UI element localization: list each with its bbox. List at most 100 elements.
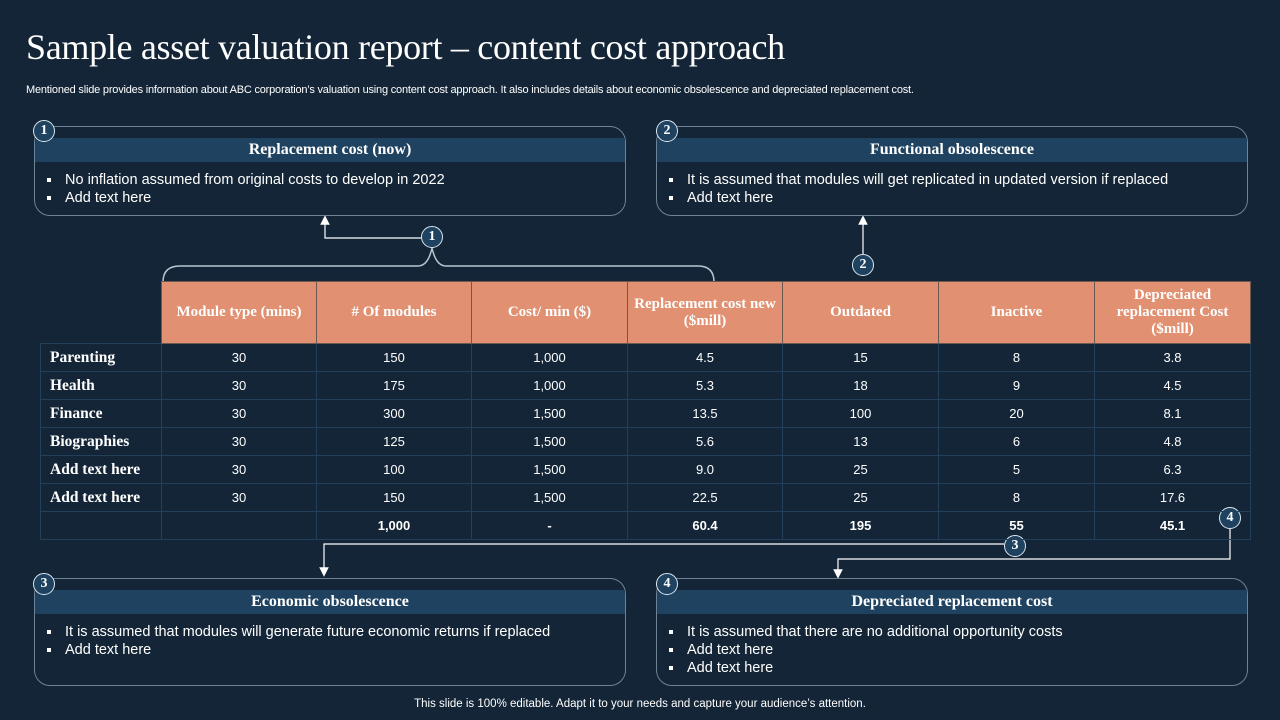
header-module-type: Module type (mins)	[161, 281, 317, 344]
header-inactive: Inactive	[938, 281, 1095, 344]
cell: 175	[316, 371, 472, 400]
cell: 125	[316, 427, 472, 456]
bullet-item: Add text here	[45, 641, 615, 659]
cell: 25	[782, 455, 939, 484]
cell: 1,500	[471, 455, 628, 484]
table-row: Biographies 30 125 1,500 5.6 13 6 4.8	[40, 427, 1251, 456]
table-row: Parenting 30 150 1,000 4.5 15 8 3.8	[40, 343, 1251, 372]
number-badge-1: 1	[33, 120, 55, 142]
cell: 5.6	[627, 427, 783, 456]
cell: 25	[782, 483, 939, 512]
number-badge-4: 4	[656, 573, 678, 595]
bullet-item: It is assumed that there are no addition…	[667, 623, 1237, 641]
cell: 5.3	[627, 371, 783, 400]
cell: 5	[938, 455, 1095, 484]
cell: 195	[782, 511, 939, 540]
card-title: Functional obsolescence	[657, 138, 1247, 162]
cell: 30	[161, 371, 317, 400]
row-label: Finance	[40, 399, 162, 428]
cell: 8	[938, 343, 1095, 372]
cell: 18	[782, 371, 939, 400]
cell: 1,500	[471, 483, 628, 512]
number-badge-3: 3	[33, 573, 55, 595]
cell: 1,500	[471, 399, 628, 428]
cell: 3.8	[1094, 343, 1251, 372]
cell: 1,000	[471, 343, 628, 372]
cell: 13.5	[627, 399, 783, 428]
number-badge-2: 2	[656, 120, 678, 142]
cell	[161, 511, 317, 540]
cell: 45.1	[1094, 511, 1251, 540]
cell: 30	[161, 483, 317, 512]
cell: 13	[782, 427, 939, 456]
cell: 8	[938, 483, 1095, 512]
footer-note: This slide is 100% editable. Adapt it to…	[414, 698, 866, 710]
header-cost-per-min: Cost/ min ($)	[471, 281, 628, 344]
cell: 17.6	[1094, 483, 1251, 512]
row-label: Add text here	[40, 455, 162, 484]
card-title: Depreciated replacement cost	[657, 590, 1247, 614]
cell: 30	[161, 455, 317, 484]
cell: 20	[938, 399, 1095, 428]
cell: 30	[161, 427, 317, 456]
cell: 6.3	[1094, 455, 1251, 484]
cell: 60.4	[627, 511, 783, 540]
bullet-item: Add text here	[667, 659, 1237, 677]
cell: 9	[938, 371, 1095, 400]
bullet-item: No inflation assumed from original costs…	[45, 171, 615, 189]
cell: 100	[316, 455, 472, 484]
header-empty	[41, 282, 162, 344]
card-replacement-cost: Replacement cost (now) No inflation assu…	[34, 126, 626, 216]
row-label: Health	[40, 371, 162, 400]
table-row: Health 30 175 1,000 5.3 18 9 4.5	[40, 371, 1251, 400]
cell: 1,000	[471, 371, 628, 400]
cell: -	[471, 511, 628, 540]
card-depreciated-replacement-cost: Depreciated replacement cost It is assum…	[656, 578, 1248, 686]
cell: 22.5	[627, 483, 783, 512]
row-label: Biographies	[40, 427, 162, 456]
table-row: Add text here 30 100 1,500 9.0 25 5 6.3	[40, 455, 1251, 484]
table-row: Finance 30 300 1,500 13.5 100 20 8.1	[40, 399, 1251, 428]
table-header-row: Module type (mins) # Of modules Cost/ mi…	[41, 281, 1251, 344]
cell: 4.8	[1094, 427, 1251, 456]
bullet-item: It is assumed that modules will generate…	[45, 623, 615, 641]
header-outdated: Outdated	[782, 281, 939, 344]
cell: 150	[316, 483, 472, 512]
cell: 1,000	[316, 511, 472, 540]
header-replacement-cost: Replacement cost new ($mill)	[627, 281, 783, 344]
cell: 9.0	[627, 455, 783, 484]
table-total-row: 1,000 - 60.4 195 55 45.1	[40, 511, 1251, 540]
card-title: Replacement cost (now)	[35, 138, 625, 162]
connector-badge-1: 1	[421, 226, 443, 248]
cell: 100	[782, 399, 939, 428]
page-title: Sample asset valuation report – content …	[26, 27, 785, 67]
cell: 6	[938, 427, 1095, 456]
row-label: Parenting	[40, 343, 162, 372]
header-num-modules: # Of modules	[316, 281, 472, 344]
connector-badge-3: 3	[1004, 535, 1026, 557]
valuation-table: Module type (mins) # Of modules Cost/ mi…	[40, 281, 1251, 540]
row-label	[40, 511, 162, 540]
bullet-item: Add text here	[667, 189, 1237, 207]
header-depreciated-cost: Depreciated replacement Cost ($mill)	[1094, 281, 1251, 344]
cell: 30	[161, 343, 317, 372]
cell: 30	[161, 399, 317, 428]
cell: 4.5	[1094, 371, 1251, 400]
row-label: Add text here	[40, 483, 162, 512]
bullet-item: It is assumed that modules will get repl…	[667, 171, 1237, 189]
cell: 15	[782, 343, 939, 372]
card-economic-obsolescence: Economic obsolescence It is assumed that…	[34, 578, 626, 686]
cell: 150	[316, 343, 472, 372]
bullet-item: Add text here	[45, 189, 615, 207]
card-title: Economic obsolescence	[35, 590, 625, 614]
cell: 4.5	[627, 343, 783, 372]
bullet-item: Add text here	[667, 641, 1237, 659]
table-row: Add text here 30 150 1,500 22.5 25 8 17.…	[40, 483, 1251, 512]
page-subtitle: Mentioned slide provides information abo…	[26, 84, 914, 96]
connector-badge-2: 2	[852, 254, 874, 276]
cell: 300	[316, 399, 472, 428]
cell: 1,500	[471, 427, 628, 456]
cell: 8.1	[1094, 399, 1251, 428]
cell: 55	[938, 511, 1095, 540]
